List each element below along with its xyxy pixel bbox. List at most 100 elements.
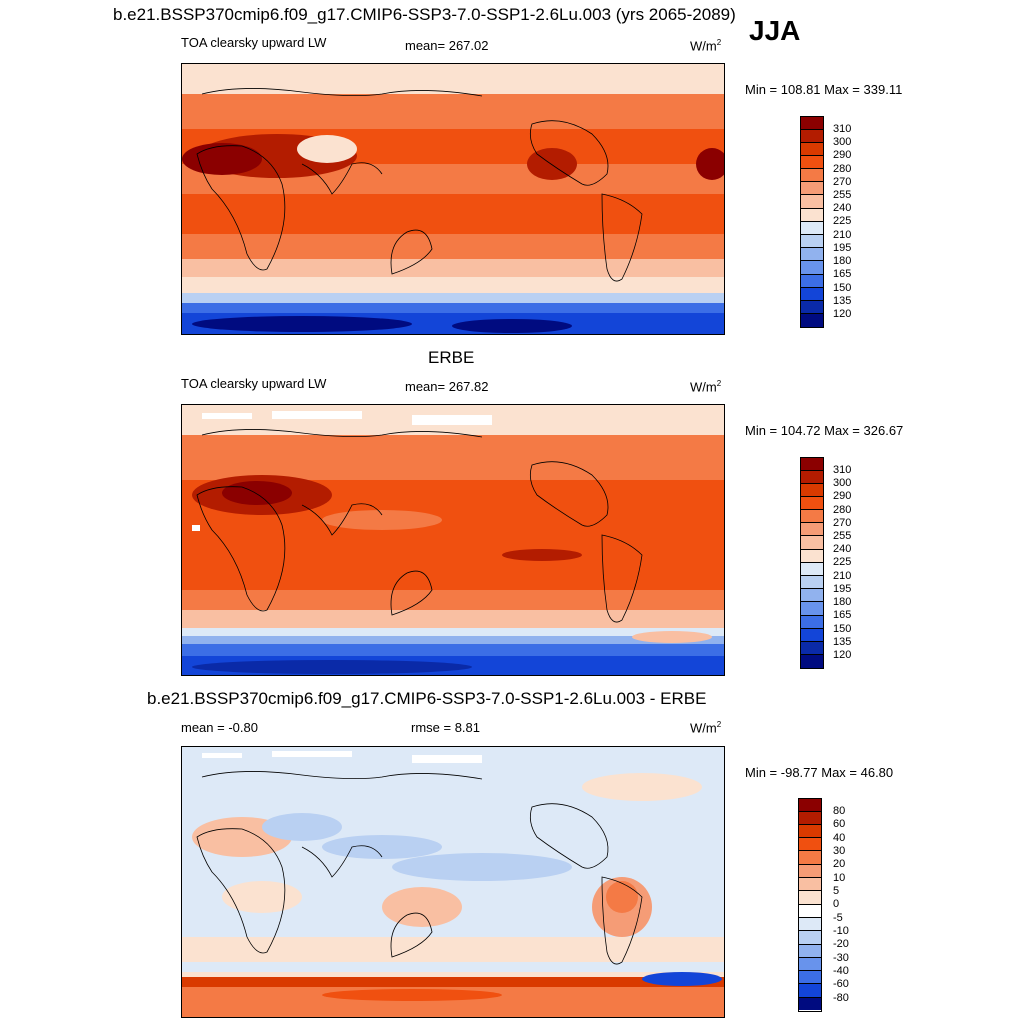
panel-minmax-label: Min = 108.81 Max = 339.11 bbox=[745, 82, 903, 97]
colorbar-swatch bbox=[799, 997, 821, 1011]
colorbar-tick: 135 bbox=[833, 636, 852, 648]
panel-mean-label: mean = -0.80 bbox=[181, 720, 258, 735]
colorbar-swatch bbox=[801, 221, 823, 235]
colorbar-swatch bbox=[801, 274, 823, 288]
panel-minmax-label: Min = 104.72 Max = 326.67 bbox=[745, 423, 904, 438]
colorbar-swatch bbox=[801, 235, 823, 249]
colorbar-swatch bbox=[801, 314, 823, 327]
colorbar-swatch bbox=[801, 523, 823, 537]
colorbar-tick: 180 bbox=[833, 596, 852, 608]
colorbar-swatch bbox=[801, 483, 823, 497]
colorbar-tick: -10 bbox=[833, 925, 849, 937]
panel-rmse-label: rmse = 8.81 bbox=[411, 720, 481, 735]
colorbar-tick: 310 bbox=[833, 123, 852, 135]
colorbar-swatch bbox=[799, 799, 821, 812]
colorbar-swatch bbox=[801, 195, 823, 209]
colorbar-tick: 240 bbox=[833, 202, 852, 214]
colorbar-tick: -60 bbox=[833, 978, 849, 990]
colorbar-tick: 80 bbox=[833, 805, 846, 817]
colorbar-swatch bbox=[801, 300, 823, 315]
map-field bbox=[182, 405, 724, 675]
colorbar-tick: 0 bbox=[833, 898, 840, 910]
colorbar-swatch bbox=[799, 891, 821, 905]
colorbar-swatch bbox=[801, 458, 823, 471]
colorbar-tick: -5 bbox=[833, 912, 843, 924]
colorbar-tick: 280 bbox=[833, 504, 852, 516]
colorbar-tick: 60 bbox=[833, 818, 846, 830]
colorbar-tick: 10 bbox=[833, 872, 846, 884]
colorbar-swatch bbox=[799, 971, 821, 985]
colorbar-tick: 270 bbox=[833, 517, 852, 529]
colorbar-tick: 290 bbox=[833, 490, 852, 502]
colorbar-tick: 310 bbox=[833, 464, 852, 476]
colorbar-tick: 150 bbox=[833, 282, 852, 294]
colorbar-tick: 270 bbox=[833, 176, 852, 188]
colorbar-swatch bbox=[801, 169, 823, 183]
colorbar-tick: 300 bbox=[833, 136, 852, 148]
colorbar-tick: 280 bbox=[833, 163, 852, 175]
colorbar-tick: 120 bbox=[833, 649, 852, 661]
colorbar-swatch bbox=[799, 851, 821, 865]
panel-units-label: W/m2 bbox=[690, 720, 722, 736]
colorbar-swatch bbox=[801, 589, 823, 603]
colorbar-swatch bbox=[799, 944, 821, 958]
colorbar-tick: 150 bbox=[833, 623, 852, 635]
colorbar-swatch bbox=[799, 931, 821, 945]
colorbar-swatch bbox=[799, 824, 821, 839]
colorbar-swatch bbox=[801, 510, 823, 524]
colorbar-swatch bbox=[799, 864, 821, 879]
colorbar-swatch bbox=[801, 182, 823, 196]
panel-mean-label: mean= 267.82 bbox=[405, 379, 489, 394]
colorbar-swatch bbox=[799, 878, 821, 892]
colorbar-tick: 135 bbox=[833, 295, 852, 307]
panel-mean-label: mean= 267.02 bbox=[405, 38, 489, 53]
colorbar-tick: 165 bbox=[833, 609, 852, 621]
colorbar-swatch bbox=[801, 549, 823, 563]
season-label: JJA bbox=[749, 15, 801, 46]
colorbar-swatch bbox=[801, 576, 823, 590]
map-field bbox=[182, 64, 724, 334]
colorbar-tick: -40 bbox=[833, 965, 849, 977]
colorbar-tick: -30 bbox=[833, 952, 849, 964]
colorbar-tick: 5 bbox=[833, 885, 840, 897]
colorbar-tick: 165 bbox=[833, 268, 852, 280]
colorbar-swatch bbox=[799, 984, 821, 998]
colorbar-swatch bbox=[799, 917, 821, 932]
panel-minmax-label: Min = -98.77 Max = 46.80 bbox=[745, 765, 894, 780]
colorbar-swatch bbox=[801, 470, 823, 484]
colorbar-tick: 120 bbox=[833, 308, 852, 320]
colorbar-obs bbox=[800, 457, 824, 669]
colorbar-swatch bbox=[801, 615, 823, 629]
panel-variable-label: TOA clearsky upward LW bbox=[181, 35, 327, 50]
colorbar-swatch bbox=[801, 628, 823, 642]
colorbar-tick: 20 bbox=[833, 858, 846, 870]
colorbar-swatch bbox=[799, 838, 821, 852]
colorbar-tick: 210 bbox=[833, 229, 852, 241]
colorbar-swatch bbox=[801, 536, 823, 550]
colorbar-tick: 195 bbox=[833, 583, 852, 595]
colorbar-difference bbox=[798, 798, 822, 1012]
panel-title: b.e21.BSSP370cmip6.f09_g17.CMIP6-SSP3-7.… bbox=[147, 689, 707, 708]
colorbar-swatch bbox=[801, 602, 823, 616]
colorbar-tick: 180 bbox=[833, 255, 852, 267]
colorbar-tick: 225 bbox=[833, 556, 852, 568]
colorbar-tick: 255 bbox=[833, 530, 852, 542]
colorbar-tick: 300 bbox=[833, 477, 852, 489]
colorbar-swatch bbox=[799, 904, 821, 918]
colorbar-model bbox=[800, 116, 824, 328]
map-field bbox=[182, 747, 724, 1017]
panel-variable-label: TOA clearsky upward LW bbox=[181, 376, 327, 391]
colorbar-swatch bbox=[801, 562, 823, 576]
colorbar-swatch bbox=[801, 641, 823, 656]
colorbar-swatch bbox=[801, 155, 823, 170]
colorbar-swatch bbox=[801, 208, 823, 222]
colorbar-tick: 210 bbox=[833, 570, 852, 582]
colorbar-swatch bbox=[801, 248, 823, 262]
map-difference bbox=[181, 746, 725, 1018]
colorbar-tick: -80 bbox=[833, 992, 849, 1004]
map-obs bbox=[181, 404, 725, 676]
colorbar-swatch bbox=[799, 957, 821, 972]
colorbar-tick: 195 bbox=[833, 242, 852, 254]
panel-units-label: W/m2 bbox=[690, 38, 722, 54]
panel-title: ERBE bbox=[428, 348, 475, 367]
